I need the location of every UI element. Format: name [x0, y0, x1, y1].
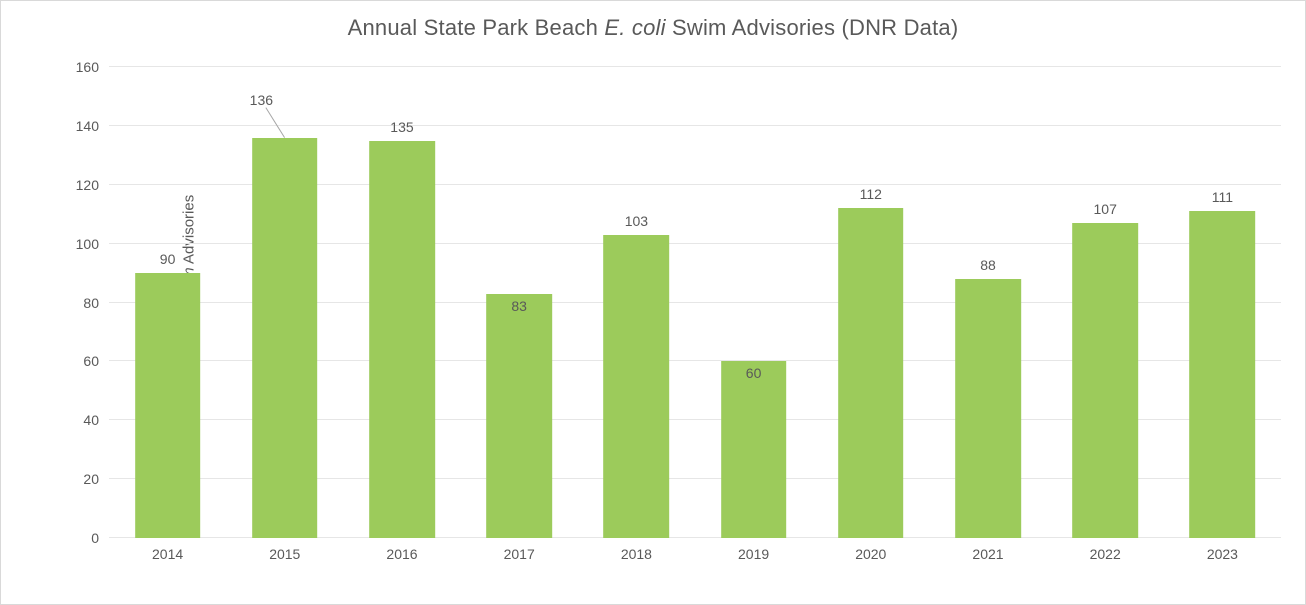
bar-slot: 201490	[109, 67, 226, 538]
y-tick-label: 160	[76, 59, 109, 75]
title-prefix: Annual State Park Beach	[348, 15, 605, 40]
bar	[1190, 211, 1256, 538]
bars-layer: 2014902015136201613520178320181032019602…	[109, 67, 1281, 538]
x-tick-label: 2014	[152, 538, 183, 562]
y-tick-label: 140	[76, 118, 109, 134]
bar-value-label: 60	[746, 365, 762, 381]
chart-title: Annual State Park Beach E. coli Swim Adv…	[1, 1, 1305, 41]
bar-slot: 2016135	[343, 67, 460, 538]
bar-value-label: 83	[511, 298, 527, 314]
bar-value-label: 107	[1094, 201, 1117, 217]
bar	[369, 141, 435, 538]
bar-slot: 2020112	[812, 67, 929, 538]
x-tick-label: 2017	[504, 538, 535, 562]
bar-value-label: 135	[390, 119, 413, 135]
bar-slot: 2018103	[578, 67, 695, 538]
x-tick-label: 2015	[269, 538, 300, 562]
bar-value-label: 112	[860, 186, 882, 202]
bar	[604, 235, 670, 538]
bar-value-label: 90	[160, 251, 176, 267]
x-tick-label: 2023	[1207, 538, 1238, 562]
x-tick-label: 2020	[855, 538, 886, 562]
x-tick-label: 2021	[972, 538, 1003, 562]
bar-value-label: 111	[1212, 189, 1233, 205]
bar	[955, 279, 1021, 538]
y-tick-label: 80	[83, 295, 109, 311]
bar-slot: 2023111	[1164, 67, 1281, 538]
bar	[1072, 223, 1138, 538]
bar-value-label: 136	[250, 92, 273, 108]
x-tick-label: 2019	[738, 538, 769, 562]
plot-area: 0204060801001201401602014902015136201613…	[109, 67, 1281, 538]
bar	[135, 273, 201, 538]
plot-wrap: Number of E. coli Swim Advisories 020406…	[61, 53, 1281, 564]
y-tick-label: 20	[83, 471, 109, 487]
bar-value-label: 88	[980, 257, 996, 273]
bar	[721, 361, 787, 538]
bar-value-label: 103	[625, 213, 648, 229]
bar-slot: 202188	[929, 67, 1046, 538]
bar-slot: 201960	[695, 67, 812, 538]
y-tick-label: 0	[91, 530, 109, 546]
x-tick-label: 2022	[1090, 538, 1121, 562]
bar	[486, 294, 552, 538]
bar-slot: 201783	[461, 67, 578, 538]
bar	[838, 208, 904, 538]
title-suffix: Swim Advisories (DNR Data)	[666, 15, 959, 40]
x-tick-label: 2016	[386, 538, 417, 562]
y-tick-label: 100	[76, 236, 109, 252]
chart-container: Annual State Park Beach E. coli Swim Adv…	[0, 0, 1306, 605]
y-tick-label: 60	[83, 353, 109, 369]
bar-slot: 2022107	[1047, 67, 1164, 538]
title-italic: E. coli	[604, 15, 665, 40]
y-tick-label: 40	[83, 412, 109, 428]
y-tick-label: 120	[76, 177, 109, 193]
leader-line	[226, 67, 343, 538]
x-tick-label: 2018	[621, 538, 652, 562]
bar-slot: 2015136	[226, 67, 343, 538]
